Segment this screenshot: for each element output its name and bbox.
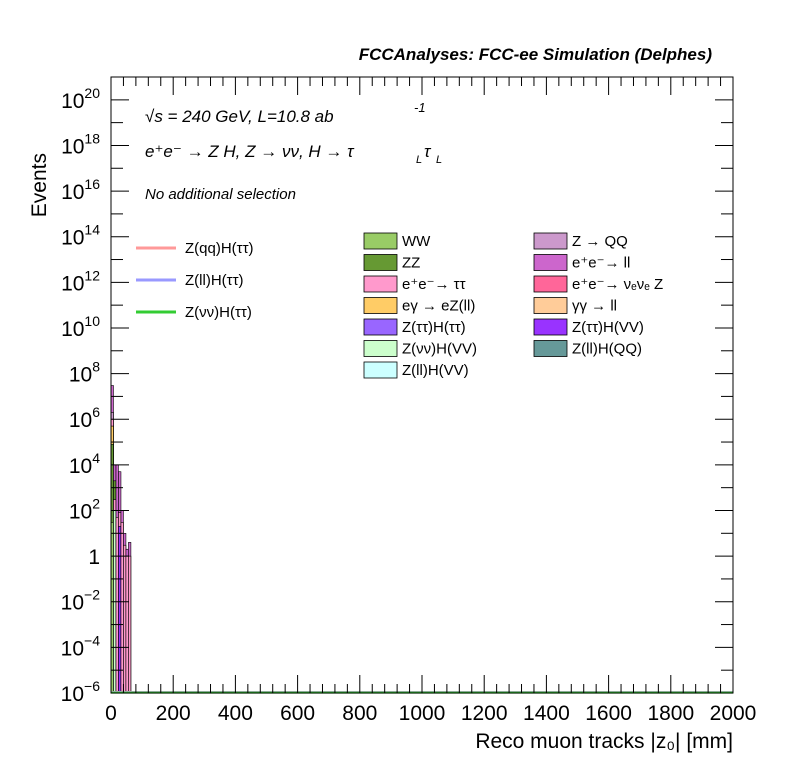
y-tick-label: 102 bbox=[69, 495, 100, 523]
legend-box-swatch bbox=[363, 361, 398, 379]
legend-signals: Z(qq)H(ττ) Z(ll)H(ττ) Z(νν)H(ττ) bbox=[136, 240, 254, 321]
x-axis-title: Reco muon tracks |z₀| [mm] bbox=[475, 730, 733, 753]
legend-box-swatch bbox=[533, 275, 568, 293]
bar-bin3-layer2 bbox=[118, 526, 122, 694]
y-tick-label: 1020 bbox=[61, 85, 100, 113]
legend-background-label: ZZ bbox=[402, 255, 420, 272]
y-tick-label: 1010 bbox=[61, 313, 100, 341]
y-tick-label: 10−4 bbox=[61, 632, 101, 660]
legend-box-swatch bbox=[363, 340, 398, 357]
bar-bin4-layer1 bbox=[120, 522, 124, 694]
legend-background-label: Z(νν)H(VV) bbox=[402, 341, 477, 358]
bar-bin5-layer1 bbox=[123, 544, 127, 694]
x-tick-label: 200 bbox=[156, 702, 191, 725]
x-tick-label: 1600 bbox=[585, 702, 632, 725]
x-tick-label: 0 bbox=[105, 702, 117, 725]
bar-bin7-layer1 bbox=[128, 555, 132, 694]
legend-background-label: WW bbox=[402, 233, 431, 250]
y-tick-label: 1018 bbox=[61, 130, 100, 158]
legend-background-label: Z → QQ bbox=[572, 233, 628, 250]
y-tick-label: 1016 bbox=[61, 176, 100, 204]
selection-label: No additional selection bbox=[145, 186, 296, 203]
legend-background-label: Z(ττ)H(ττ) bbox=[402, 319, 466, 336]
legend-box-swatch bbox=[363, 232, 398, 250]
x-tick-label: 400 bbox=[218, 702, 253, 725]
x-tick-label: 1000 bbox=[399, 702, 446, 725]
process-label: e⁺e⁻ → Z H, Z → νν, H → τ bbox=[145, 142, 355, 161]
x-axis: 0 200 400 600 800 1000 1200 1400 1600 1800 2000 bbox=[105, 77, 756, 725]
process-subscript-1: L bbox=[416, 154, 422, 166]
y-tick-label: 10−2 bbox=[61, 587, 101, 615]
x-tick-label: 1400 bbox=[523, 702, 570, 725]
legend-background-label: Z(ττ)H(VV) bbox=[572, 319, 644, 336]
legend-background-label: e⁺e⁻→ ττ bbox=[402, 276, 466, 293]
legend-box-swatch bbox=[533, 254, 568, 271]
legend-box-swatch bbox=[533, 297, 568, 314]
legend-background-label: Z(ll)H(VV) bbox=[402, 362, 469, 379]
legend-background-label: Z(ll)H(QQ) bbox=[572, 341, 642, 358]
x-tick-label: 2000 bbox=[710, 702, 757, 725]
legend-box-swatch bbox=[363, 297, 398, 314]
legend-box-swatch bbox=[363, 318, 398, 336]
process-tau-2: τ bbox=[424, 142, 432, 161]
legend-background-label: e⁺e⁻→ νₑνₑ Z bbox=[572, 276, 663, 293]
chart-title: FCCAnalyses: FCC-ee Simulation (Delphes) bbox=[359, 45, 713, 64]
y-tick-label: 1012 bbox=[61, 267, 100, 295]
legend-background-label: e⁺e⁻→ ll bbox=[572, 255, 630, 272]
y-tick-label: 108 bbox=[69, 359, 100, 387]
bar-bin6-layer1 bbox=[125, 555, 129, 694]
process-subscript-2: L bbox=[436, 154, 442, 166]
energy-lumi-superscript: -1 bbox=[414, 100, 426, 115]
y-axis: 10−6 10−4 10−2 1 102 104 106 108 1010 1012 1014 101… bbox=[61, 76, 733, 706]
y-tick-label: 106 bbox=[69, 404, 100, 432]
bar-bin2-layer1 bbox=[115, 517, 119, 694]
annotations: √s = 240 GeV, L=10.8 ab -1 e⁺e⁻ → Z H, Z… bbox=[145, 100, 442, 203]
y-tick-label: 1 bbox=[88, 546, 100, 569]
legend-box-swatch bbox=[533, 340, 568, 357]
legend-box-swatch bbox=[533, 232, 568, 250]
legend-background-label: γγ → ll bbox=[572, 298, 617, 315]
energy-lumi-label: √s = 240 GeV, L=10.8 ab bbox=[145, 107, 334, 126]
y-tick-label: 1014 bbox=[61, 222, 100, 250]
y-tick-label: 10−6 bbox=[61, 678, 101, 706]
legend-box-swatch bbox=[533, 318, 568, 336]
x-tick-label: 1200 bbox=[461, 702, 508, 725]
y-tick-label: 104 bbox=[69, 450, 100, 478]
plot-frame bbox=[110, 76, 734, 694]
legend-signal-label: Z(νν)H(ττ) bbox=[185, 304, 252, 321]
legend-box-swatch bbox=[363, 254, 398, 271]
y-axis-title: Events bbox=[28, 153, 51, 217]
legend-signal-label: Z(qq)H(ττ) bbox=[185, 240, 254, 257]
legend-background-label: eγ → eZ(ll) bbox=[402, 298, 475, 315]
legend-backgrounds: WW ZZ e⁺e⁻→ ττ eγ → eZ(ll) Z(ττ)H(ττ) Z(νν)H(… bbox=[363, 232, 663, 379]
x-tick-label: 800 bbox=[342, 702, 377, 725]
legend-box-swatch bbox=[363, 275, 398, 293]
x-tick-label: 1800 bbox=[647, 702, 694, 725]
x-tick-label: 600 bbox=[280, 702, 315, 725]
legend-signal-label: Z(ll)H(ττ) bbox=[185, 272, 244, 289]
